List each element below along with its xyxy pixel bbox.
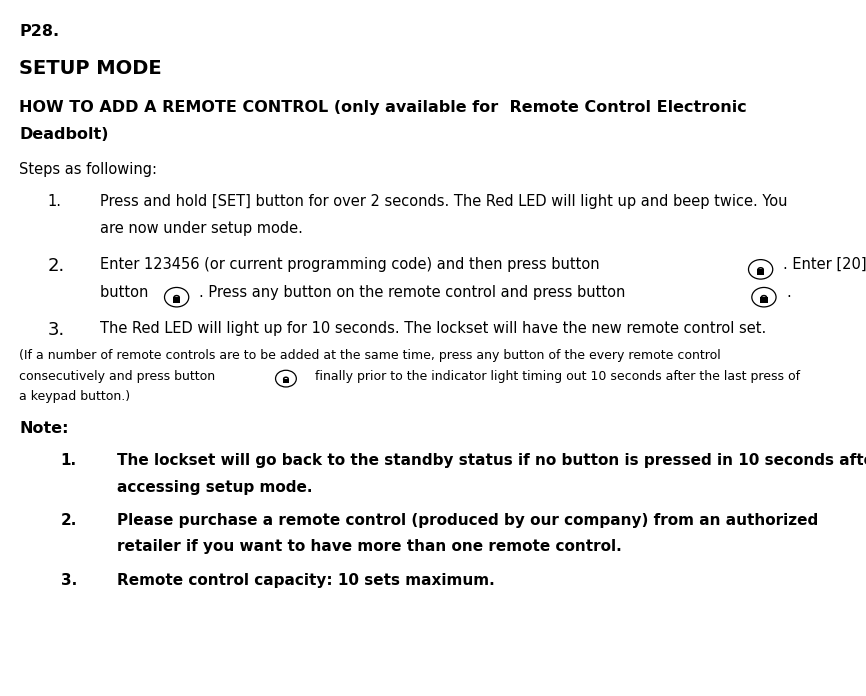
Text: .: . [786,285,792,300]
Text: . Enter [20] and press: . Enter [20] and press [783,257,866,272]
Text: Remote control capacity: 10 sets maximum.: Remote control capacity: 10 sets maximum… [117,573,494,588]
Bar [760,297,767,303]
Text: P28.: P28. [19,24,59,40]
Text: Deadbolt): Deadbolt) [19,127,108,143]
Text: SETUP MODE: SETUP MODE [19,59,162,78]
Text: 2.: 2. [61,513,77,528]
Text: a keypad button.): a keypad button.) [19,390,130,404]
Text: accessing setup mode.: accessing setup mode. [117,480,313,495]
Text: 2.: 2. [48,257,65,275]
Text: 3.: 3. [61,573,77,588]
Text: . Press any button on the remote control and press button: . Press any button on the remote control… [199,285,630,300]
Text: retailer if you want to have more than one remote control.: retailer if you want to have more than o… [117,539,622,555]
Text: consecutively and press button: consecutively and press button [19,370,219,383]
Bar [173,297,180,303]
Text: 1.: 1. [48,194,61,209]
Bar [283,379,289,383]
Text: Please purchase a remote control (produced by our company) from an authorized: Please purchase a remote control (produc… [117,513,818,528]
Text: HOW TO ADD A REMOTE CONTROL (only available for  Remote Control Electronic: HOW TO ADD A REMOTE CONTROL (only availa… [19,100,746,115]
Text: The lockset will go back to the standby status if no button is pressed in 10 sec: The lockset will go back to the standby … [117,453,866,468]
Text: finally prior to the indicator light timing out 10 seconds after the last press : finally prior to the indicator light tim… [307,370,800,383]
Text: Steps as following:: Steps as following: [19,162,157,177]
Text: Enter 123456 (or current programming code) and then press button: Enter 123456 (or current programming cod… [100,257,604,272]
Text: Note:: Note: [19,421,68,436]
Text: (If a number of remote controls are to be added at the same time, press any butt: (If a number of remote controls are to b… [19,349,721,362]
Text: 1.: 1. [61,453,77,468]
Bar [757,269,765,275]
Text: 3.: 3. [48,321,65,339]
Text: The Red LED will light up for 10 seconds. The lockset will have the new remote c: The Red LED will light up for 10 seconds… [100,321,766,336]
Text: are now under setup mode.: are now under setup mode. [100,221,302,236]
Text: Press and hold [SET] button for over 2 seconds. The Red LED will light up and be: Press and hold [SET] button for over 2 s… [100,194,787,209]
Text: button: button [100,285,152,300]
